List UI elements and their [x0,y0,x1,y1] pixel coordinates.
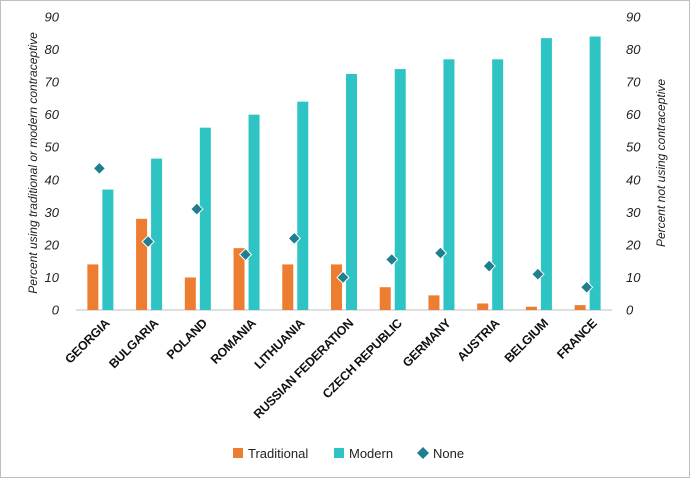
bar-modern [394,69,406,310]
bar-traditional [379,287,391,310]
legend-swatch-none [417,447,429,459]
marker-none [531,267,545,281]
bar-traditional [184,277,196,310]
y-tick-left: 40 [45,172,60,187]
y-tick-right: 0 [626,303,634,318]
legend-swatch-traditional [233,448,243,458]
bar-traditional [525,306,537,310]
bar-traditional [233,248,245,310]
y-tick-right: 50 [626,140,641,155]
bar-traditional [331,264,342,310]
category-label: BULGARIA [106,316,161,371]
category-label: BELGIUM [502,316,551,365]
bar-modern [443,59,455,311]
marker-none [141,234,155,249]
category-label: FRANCE [554,316,599,361]
y-tick-left: 60 [45,107,60,122]
category-label: GEORGIA [62,316,112,366]
bar-traditional [87,264,99,310]
y-tick-right: 40 [626,172,641,187]
bar-traditional [282,264,294,310]
legend: Traditional Modern None [233,446,464,461]
y-tick-left: 10 [45,270,60,285]
y-tick-right: 70 [626,75,641,90]
bar-modern [297,101,309,311]
bar-traditional [428,295,440,310]
marker-none [92,161,107,176]
y-tick-right: 90 [626,10,641,25]
marker-none [482,259,496,273]
marker-none [385,252,399,267]
y-tick-right: 80 [626,42,641,57]
bar-modern [102,189,114,310]
marker-none [336,270,350,285]
bar-modern [346,73,357,310]
y-tick-right: 60 [626,107,641,122]
category-label: GERMANY [400,316,454,370]
y-tick-right: 10 [626,270,641,285]
legend-label-modern: Modern [349,446,393,461]
bar-modern [199,127,211,310]
y-tick-left: 50 [45,140,60,155]
marker-none [190,202,204,216]
category-label: ROMANIA [208,316,259,367]
y-tick-left: 70 [45,75,60,90]
y-axis-left-title: Percent using traditional or modern cont… [26,32,40,294]
category-label: RUSSIAN FEDERATION [251,316,356,421]
y-tick-left: 30 [45,205,60,220]
bar-modern [248,114,260,311]
legend-label-none: None [433,446,464,461]
category-label: AUSTRIA [455,316,503,364]
marker-none [238,247,253,262]
y-tick-right: 30 [626,205,641,220]
bar-traditional [136,218,148,310]
marker-none [287,231,301,246]
plot-area: 0 10 20 30 40 50 60 70 80 90 0 10 20 30 40 50 60 70 80 90 GE… [44,10,642,422]
bar-modern [151,158,163,310]
legend-label-traditional: Traditional [248,446,308,461]
y-tick-right: 20 [625,237,641,252]
category-label: POLAND [164,316,210,362]
legend-swatch-modern [334,448,344,458]
marker-none [433,246,448,260]
bar-traditional [477,303,489,310]
marker-none [579,280,594,294]
y-tick-left: 90 [45,10,60,25]
y-tick-left: 20 [44,237,60,252]
y-tick-left: 80 [45,42,60,57]
y-axis-right-title: Percent not using contraceptive [654,79,668,247]
bar-modern [540,38,552,311]
y-tick-left: 0 [52,303,60,318]
bar-traditional [574,305,586,310]
bar-modern [492,59,504,311]
bar-modern [589,36,601,311]
